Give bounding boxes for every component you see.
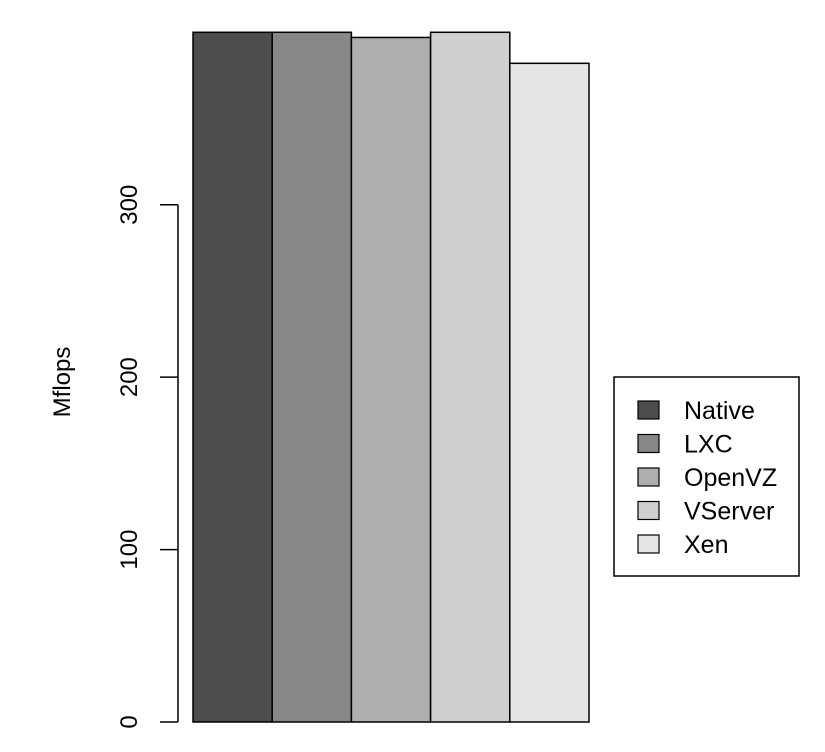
y-axis-title: Mflops bbox=[49, 347, 76, 418]
bar-xen bbox=[509, 62, 590, 723]
y-tick-label: 100 bbox=[116, 530, 143, 570]
legend: Native LXC OpenVZ VServer Xen bbox=[613, 376, 800, 577]
y-tick-label: 300 bbox=[116, 185, 143, 225]
y-tick-label: 200 bbox=[116, 357, 143, 397]
bar-native bbox=[192, 31, 273, 723]
legend-swatch-native bbox=[637, 400, 660, 420]
legend-swatch-xen bbox=[637, 534, 660, 554]
legend-label-vserver: VServer bbox=[684, 498, 774, 526]
legend-label-openvz: OpenVZ bbox=[684, 464, 777, 492]
legend-swatch-openvz bbox=[637, 467, 660, 487]
bar-openvz bbox=[350, 36, 432, 723]
bars bbox=[192, 31, 590, 723]
legend-label-native: Native bbox=[684, 397, 755, 425]
bar-lxc bbox=[271, 31, 353, 723]
y-tick-label: 0 bbox=[116, 715, 143, 728]
y-axis: 0 100 200 300 bbox=[116, 185, 179, 729]
bar-vserver bbox=[429, 31, 511, 723]
legend-label-xen: Xen bbox=[684, 531, 728, 559]
legend-swatch-lxc bbox=[637, 433, 660, 454]
legend-label-lxc: LXC bbox=[684, 431, 733, 459]
legend-swatch-vserver bbox=[637, 500, 660, 521]
